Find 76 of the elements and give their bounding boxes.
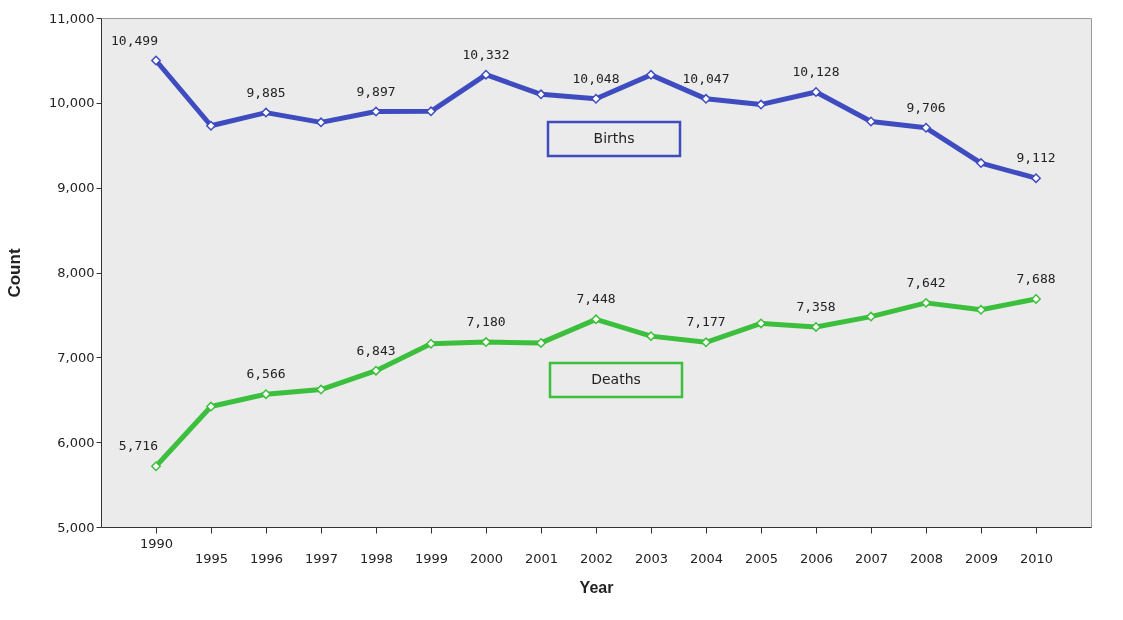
y-tick-label: 11,000 <box>49 10 95 26</box>
point <box>316 384 326 395</box>
x-tick-label: 2009 <box>964 550 999 566</box>
point <box>481 69 491 80</box>
series-label: Births <box>593 130 635 146</box>
point <box>481 337 491 347</box>
data-label: 7,688 <box>1016 270 1056 286</box>
y-tick-label: 6,000 <box>57 434 95 450</box>
point <box>646 331 656 342</box>
y-tick-label: 9,000 <box>57 180 95 196</box>
x-tick-label: 1990 <box>139 535 174 551</box>
data-label: 7,177 <box>686 314 726 330</box>
point <box>261 107 271 118</box>
y-tick-label: 10,000 <box>49 95 95 111</box>
x-tick-label: 2007 <box>854 550 889 566</box>
text: Deaths <box>591 371 641 387</box>
point <box>371 106 381 117</box>
point <box>206 401 216 412</box>
x-tick-label: 1998 <box>359 550 394 566</box>
point <box>1031 294 1041 304</box>
data-label: 7,180 <box>466 314 506 330</box>
point <box>426 106 436 117</box>
x-tick-label: 2010 <box>1019 550 1054 566</box>
data-label: 5,716 <box>118 438 158 454</box>
point <box>261 389 271 400</box>
point <box>646 69 656 80</box>
data-label: 9,897 <box>356 83 396 99</box>
x-tick-label: 2008 <box>909 550 944 566</box>
point <box>371 365 381 376</box>
point <box>1031 173 1041 184</box>
data-label: 7,358 <box>796 298 836 314</box>
point <box>756 318 766 329</box>
data-label: 10,499 <box>111 32 158 48</box>
x-axis-title: Year <box>579 578 614 596</box>
point <box>426 338 436 349</box>
point <box>701 93 711 104</box>
data-label: 6,843 <box>356 342 396 358</box>
y-tick-label: 5,000 <box>57 519 95 535</box>
data-label: 10,047 <box>682 70 730 86</box>
point <box>976 304 986 315</box>
x-tick-label: 2003 <box>634 550 669 566</box>
data-label: 10,128 <box>792 63 840 79</box>
data-label: 9,112 <box>1016 150 1056 166</box>
point <box>151 461 161 472</box>
x-tick-label: 2001 <box>524 550 559 566</box>
point <box>976 158 986 168</box>
x-tick-label: 1997 <box>304 550 339 566</box>
x-tick-label: 1996 <box>249 550 284 566</box>
point <box>151 55 161 66</box>
data-label: 10,048 <box>572 70 620 86</box>
x-tick-label: 2006 <box>799 550 834 566</box>
x-tick-label: 1999 <box>414 550 449 566</box>
point <box>811 87 821 97</box>
x-tick-label: 2004 <box>689 550 724 566</box>
y-tick-label: 7,000 <box>57 349 95 365</box>
data-label: 7,448 <box>576 291 616 307</box>
point <box>701 337 711 348</box>
x-tick-label: 1995 <box>194 550 229 566</box>
x-tick-label: 2005 <box>744 550 779 566</box>
x-tick-label: 2002 <box>579 550 614 566</box>
point <box>866 311 876 322</box>
point <box>591 314 601 325</box>
point <box>206 120 216 131</box>
data-label: 9,885 <box>246 84 286 100</box>
y-axis-title: Count <box>5 248 25 298</box>
point <box>316 117 326 128</box>
point <box>866 116 876 127</box>
data-label: 6,566 <box>246 366 286 382</box>
point <box>756 99 766 110</box>
data-label: 7,642 <box>906 274 946 290</box>
point <box>921 122 931 133</box>
data-label: 9,706 <box>906 99 946 115</box>
y-tick-label: 8,000 <box>57 265 95 280</box>
point <box>921 297 931 308</box>
x-tick-label: 2000 <box>469 550 504 566</box>
data-label: 10,332 <box>462 46 510 62</box>
